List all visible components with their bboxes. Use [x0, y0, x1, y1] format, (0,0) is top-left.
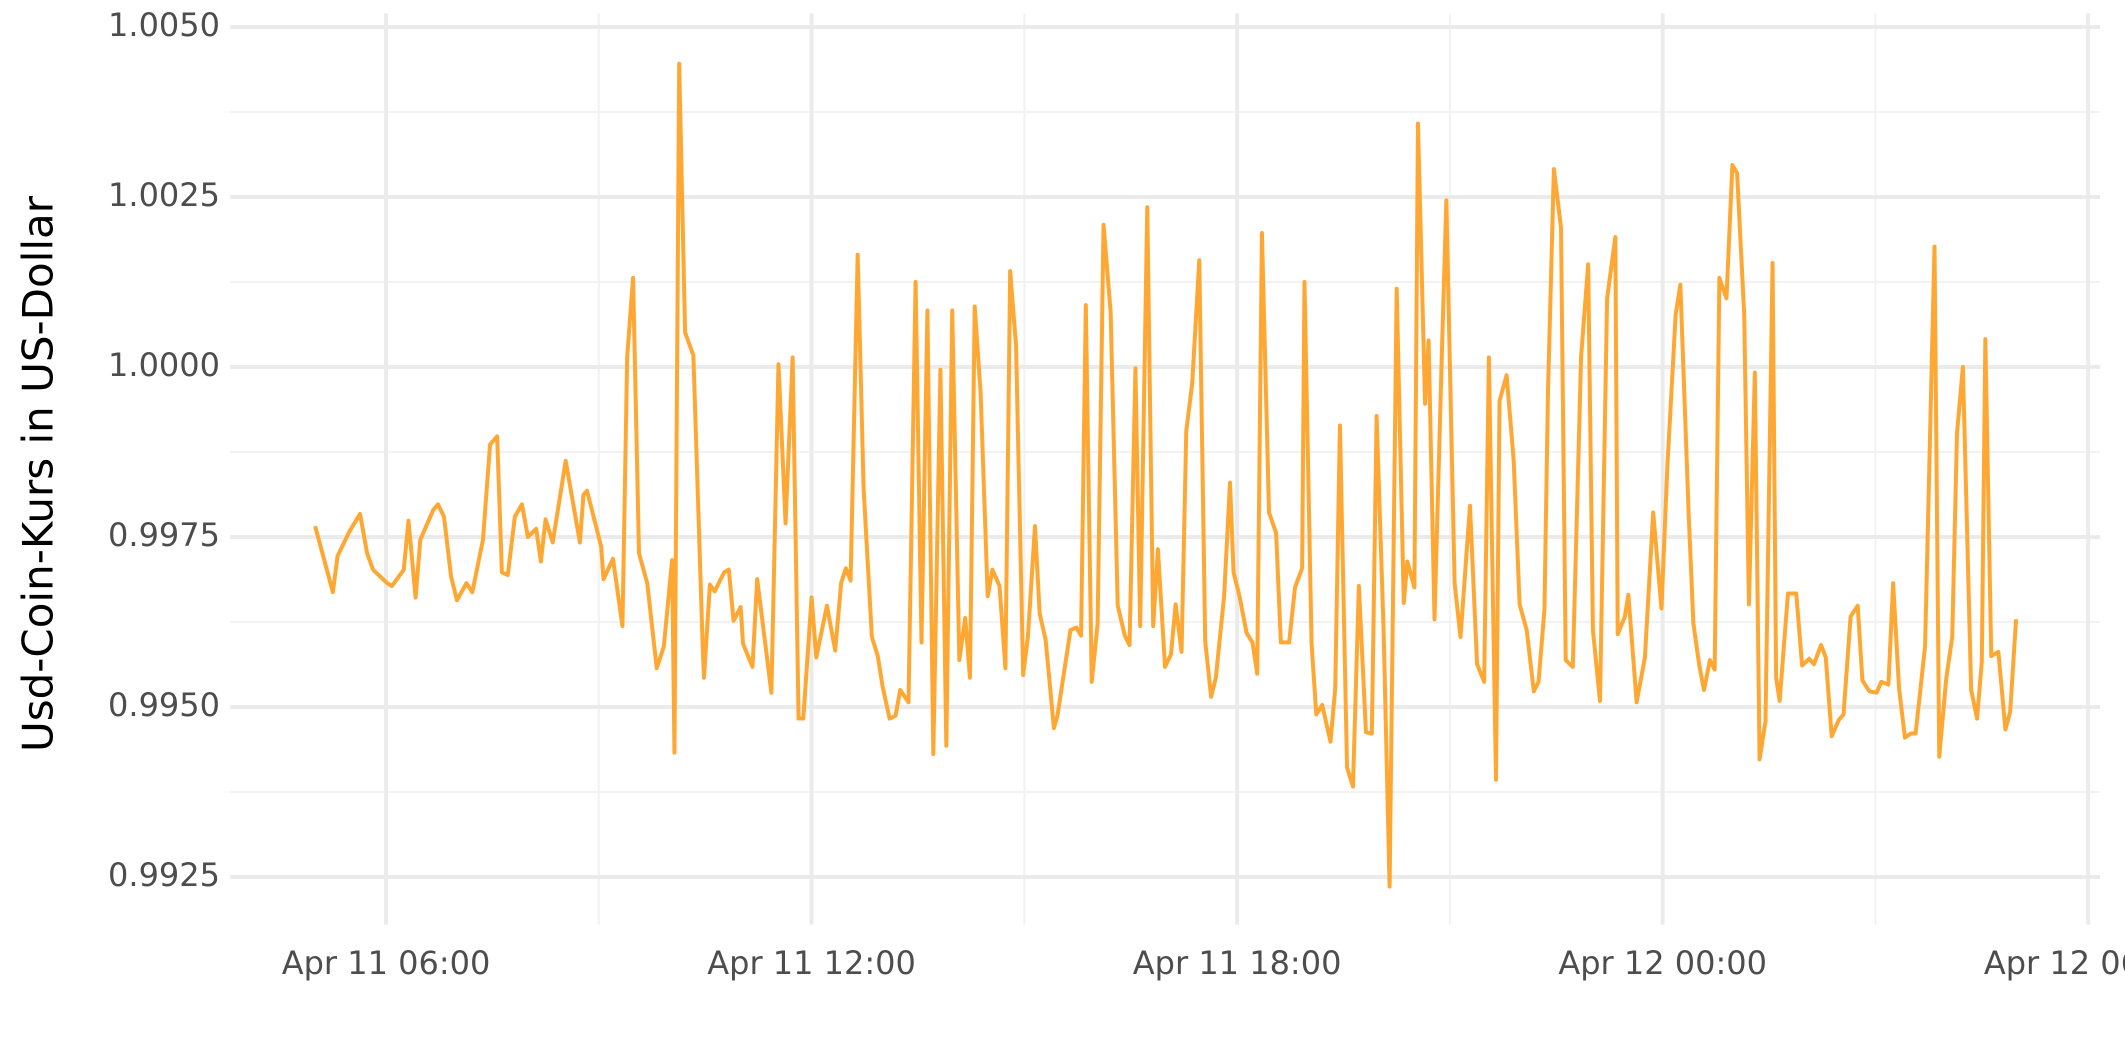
y-axis-title: Usd-Coin-Kurs in US-Dollar: [14, 195, 63, 752]
y-tick-label: 1.0025: [108, 176, 220, 214]
x-tick-label: Apr 12 06:00: [1984, 944, 2125, 982]
x-tick-label: Apr 11 18:00: [1133, 944, 1342, 982]
y-tick-label: 1.0000: [108, 346, 220, 384]
y-tick-label: 1.0050: [108, 6, 220, 44]
x-tick-label: Apr 11 06:00: [282, 944, 491, 982]
price-line: [313, 61, 2019, 889]
y-tick-label: 0.9925: [108, 856, 220, 894]
x-tick-label: Apr 12 00:00: [1558, 944, 1767, 982]
y-tick-label: 0.9975: [108, 516, 220, 554]
y-tick-label: 0.9950: [108, 686, 220, 724]
x-tick-label: Apr 11 12:00: [707, 944, 916, 982]
